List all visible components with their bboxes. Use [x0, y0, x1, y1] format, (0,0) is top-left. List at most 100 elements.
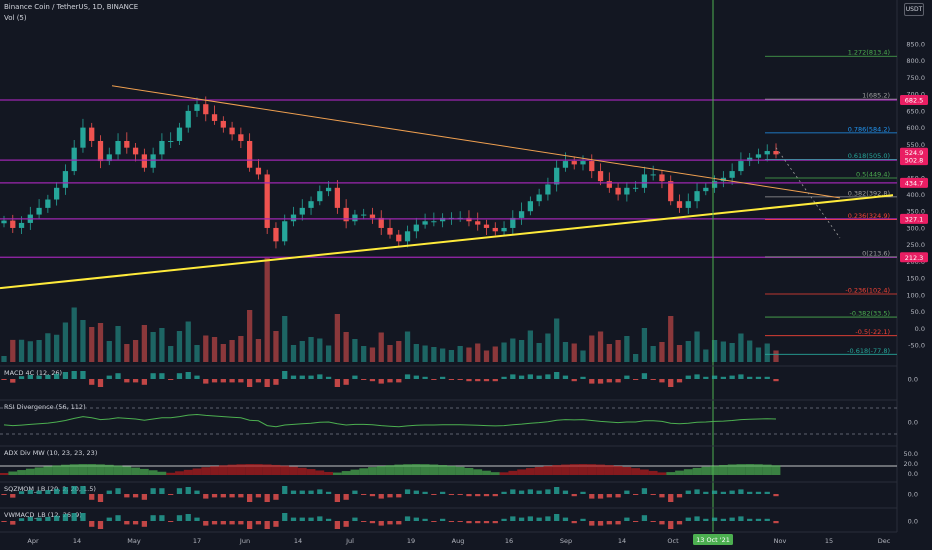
volume-bar	[1, 356, 7, 362]
price-badge-label: 327.1	[905, 215, 924, 223]
adx-area	[25, 468, 35, 475]
fib-level-label: -0.236(102.4)	[845, 287, 890, 295]
histogram-bar	[325, 518, 332, 521]
candle-body	[711, 181, 718, 188]
time-tick-label: Nov	[774, 537, 787, 545]
adx-area	[587, 464, 597, 475]
candle-body	[325, 187, 332, 192]
candle-body	[159, 140, 165, 155]
candle-body	[369, 214, 376, 218]
histogram-bar	[27, 517, 33, 521]
fib-level-label: 0.786(584.2)	[848, 125, 890, 133]
histogram-bar	[404, 516, 411, 521]
histogram-bar	[185, 487, 191, 494]
histogram-bar	[764, 518, 770, 521]
candle-body	[773, 151, 779, 155]
histogram-bar	[466, 494, 472, 497]
volume-bar	[562, 342, 569, 362]
histogram-bar	[387, 521, 393, 525]
histogram-bar	[448, 379, 455, 380]
price-tick-label: 150.0	[906, 275, 925, 283]
histogram-bar	[554, 514, 560, 521]
candle-body	[755, 154, 762, 158]
histogram-bar	[308, 490, 314, 494]
candle-body	[220, 120, 226, 128]
adx-area	[376, 466, 386, 475]
adx-area	[701, 466, 711, 475]
candle-body	[352, 214, 358, 222]
volume-bar	[361, 346, 367, 362]
candle-body	[71, 147, 77, 172]
fib-level-label: 0.236(324.9)	[848, 212, 890, 220]
candle-body	[597, 171, 604, 182]
histogram-bar	[18, 491, 25, 494]
histogram-bar	[711, 490, 718, 494]
candle-body	[10, 220, 16, 228]
histogram-bar	[720, 376, 726, 379]
adx-area	[61, 464, 70, 475]
histogram-bar	[211, 494, 218, 498]
histogram-bar	[475, 379, 481, 382]
histogram-bar	[720, 518, 726, 521]
histogram-bar	[45, 375, 51, 379]
price-badge-label: 502.8	[905, 157, 924, 165]
candle-body	[536, 194, 542, 202]
histogram-bar	[606, 379, 612, 383]
histogram-bar	[343, 521, 349, 527]
adx-area	[525, 468, 535, 475]
histogram-bar	[755, 376, 762, 379]
currency-button[interactable]: USDT	[904, 3, 924, 16]
histogram-bar	[580, 491, 586, 494]
candle-body	[290, 214, 297, 222]
volume-bar	[764, 343, 770, 362]
histogram-bar	[738, 489, 744, 494]
histogram-bar	[54, 515, 60, 521]
histogram-bar	[527, 374, 533, 379]
histogram-bar	[440, 491, 446, 494]
candle-body	[45, 199, 51, 208]
volume-bar	[62, 322, 69, 362]
histogram-bar	[492, 521, 498, 524]
volume-bar	[71, 307, 77, 362]
histogram-bar	[255, 521, 262, 525]
histogram-bar	[545, 374, 551, 379]
volume-bar	[457, 346, 463, 362]
price-tick-label: 700.0	[906, 91, 925, 99]
histogram-bar	[168, 379, 174, 380]
histogram-bar	[361, 521, 367, 522]
volume-bar	[554, 318, 560, 362]
histogram-bar	[562, 517, 569, 521]
candle-body	[738, 161, 744, 172]
histogram-bar	[457, 521, 463, 522]
volume-bar	[80, 320, 86, 362]
histogram-bar	[457, 494, 463, 495]
adx-area	[192, 468, 202, 475]
histogram-bar	[325, 491, 332, 494]
histogram-bar	[282, 486, 288, 494]
histogram-bar	[334, 494, 340, 502]
histogram-bar	[97, 521, 104, 529]
adx-area	[710, 465, 719, 475]
histogram-bar	[168, 494, 174, 495]
candle-body	[141, 154, 147, 168]
histogram-bar	[659, 379, 665, 383]
volume-bar	[606, 344, 612, 362]
price-tick-label: 250.0	[906, 241, 925, 249]
histogram-bar	[106, 375, 112, 379]
volume-bar	[483, 350, 490, 362]
volume-bar	[676, 345, 683, 362]
candle-body	[580, 161, 586, 165]
volume-indicator-label: Vol (5)	[4, 14, 27, 22]
adx-area	[675, 470, 684, 475]
histogram-bar	[633, 379, 639, 380]
histogram-bar	[659, 494, 665, 498]
volume-bar	[510, 338, 516, 362]
histogram-bar	[176, 515, 183, 521]
histogram-bar	[194, 490, 200, 494]
volume-bar	[492, 346, 498, 362]
histogram-bar	[159, 515, 165, 521]
volume-bar	[387, 345, 393, 362]
histogram-bar	[729, 517, 735, 521]
adx-area	[271, 464, 281, 475]
